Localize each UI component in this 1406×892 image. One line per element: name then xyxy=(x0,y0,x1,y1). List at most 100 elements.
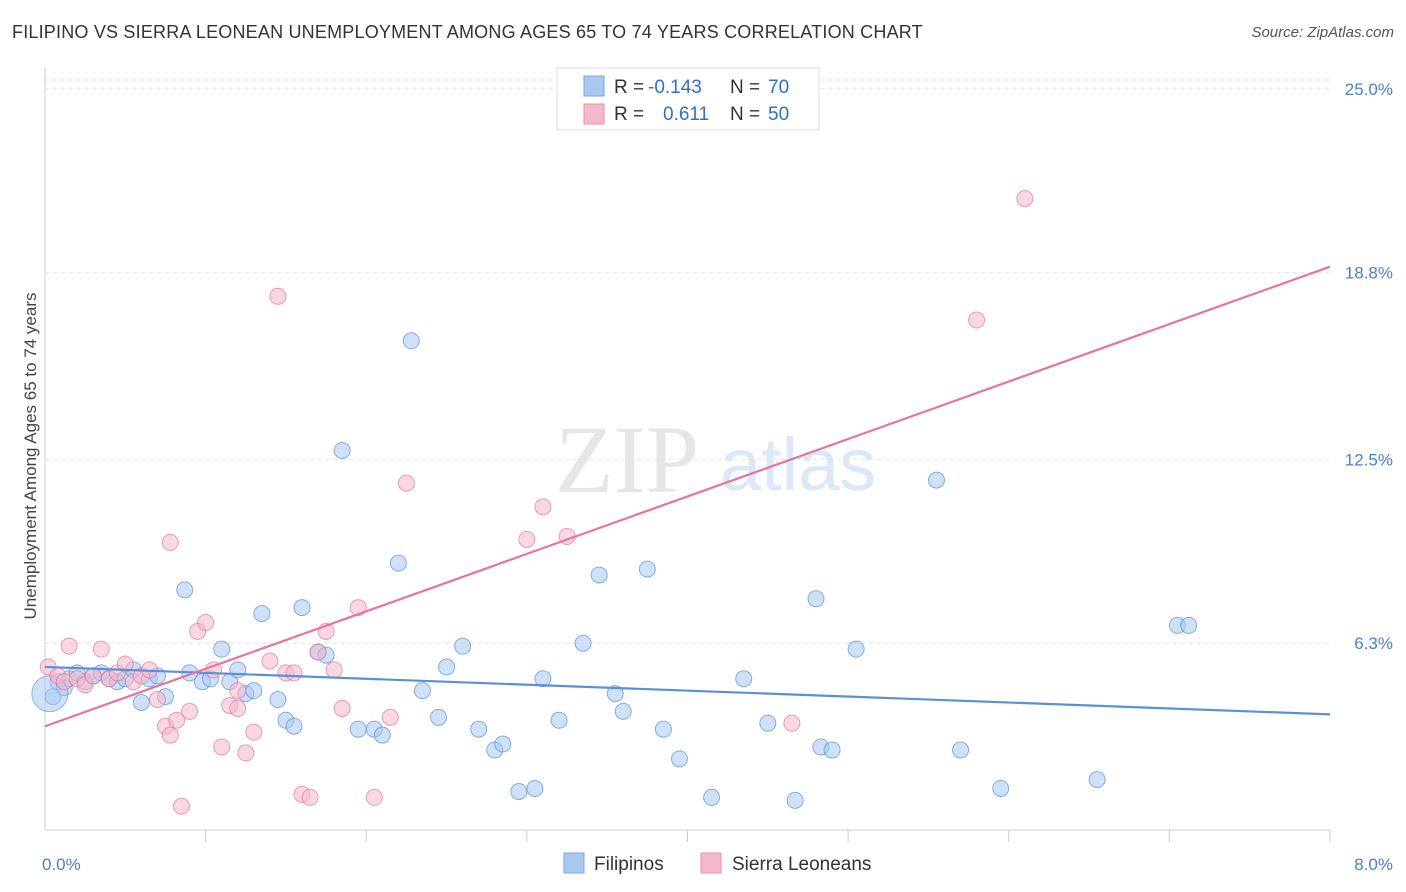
data-point xyxy=(518,530,536,548)
data-point xyxy=(413,682,431,700)
data-point xyxy=(325,661,343,679)
bottom-legend-swatch-filipinos xyxy=(563,852,585,874)
y-tick-label: 18.8% xyxy=(1345,264,1393,283)
bottom-legend-label-sierra-leoneans: Sierra Leoneans xyxy=(732,854,871,875)
data-point xyxy=(606,685,624,703)
data-point xyxy=(534,498,552,516)
data-point xyxy=(116,655,134,673)
y-axis-label: Unemployment Among Ages 65 to 74 years xyxy=(21,293,40,620)
data-point xyxy=(373,726,391,744)
data-point xyxy=(365,788,383,806)
bottom-legend-swatch-sierra-leoneans xyxy=(700,852,722,874)
data-point xyxy=(285,664,303,682)
legend-r-label-2: R = xyxy=(614,104,644,125)
data-point xyxy=(333,441,351,459)
data-point xyxy=(245,723,263,741)
data-point xyxy=(60,637,78,655)
series-filipinos xyxy=(31,332,1198,809)
data-point xyxy=(161,726,179,744)
data-point xyxy=(132,694,150,712)
watermark-zip: ZIP xyxy=(555,406,699,513)
data-point xyxy=(229,661,247,679)
series-sierra-leoneans xyxy=(39,189,1034,815)
data-point xyxy=(927,471,945,489)
legend-n-label-1: N = xyxy=(730,77,760,98)
data-point xyxy=(253,605,271,623)
data-point xyxy=(176,581,194,599)
series-legend: Filipinos Sierra Leoneans xyxy=(563,852,871,875)
data-point xyxy=(952,741,970,759)
data-point xyxy=(84,667,102,685)
data-point xyxy=(349,720,367,738)
trend-line xyxy=(44,665,1331,716)
y-tick-label: 25.0% xyxy=(1345,80,1393,99)
data-point xyxy=(526,779,544,797)
chart-title: FILIPINO VS SIERRA LEONEAN UNEMPLOYMENT … xyxy=(12,22,923,42)
bottom-legend-label-filipinos: Filipinos xyxy=(594,854,664,875)
data-point xyxy=(197,613,215,631)
data-point xyxy=(381,708,399,726)
data-point xyxy=(823,741,841,759)
data-point xyxy=(173,797,191,815)
data-point xyxy=(402,332,420,350)
data-point xyxy=(269,287,287,305)
data-point xyxy=(807,590,825,608)
correlation-legend: R = -0.143 N = 70 R = 0.611 N = 50 xyxy=(556,67,820,131)
data-point xyxy=(148,691,166,709)
data-point xyxy=(550,711,568,729)
data-point xyxy=(213,640,231,658)
data-point xyxy=(735,670,753,688)
data-point xyxy=(614,702,632,720)
legend-swatch-filipinos xyxy=(583,75,605,97)
data-point xyxy=(783,714,801,732)
data-point xyxy=(510,782,528,800)
legend-r-label-1: R = xyxy=(614,77,644,98)
data-point xyxy=(261,652,279,670)
data-point xyxy=(213,738,231,756)
data-point xyxy=(786,791,804,809)
data-point xyxy=(293,599,311,617)
data-point xyxy=(269,691,287,709)
x-ticks xyxy=(205,830,1331,842)
data-point xyxy=(161,533,179,551)
data-point xyxy=(301,788,319,806)
data-point xyxy=(309,643,327,661)
data-point xyxy=(992,779,1010,797)
legend-n-value-1: 70 xyxy=(768,77,789,98)
data-point xyxy=(574,634,592,652)
data-point xyxy=(1016,189,1034,207)
legend-swatch-sierra-leoneans xyxy=(583,103,605,125)
data-point xyxy=(470,720,488,738)
data-point xyxy=(245,682,263,700)
trend-line xyxy=(44,265,1331,728)
data-point xyxy=(92,640,110,658)
data-point xyxy=(430,708,448,726)
y-tick-label: 6.3% xyxy=(1354,634,1393,653)
data-point xyxy=(1088,771,1106,789)
data-point xyxy=(534,670,552,688)
data-point xyxy=(454,637,472,655)
data-point xyxy=(590,566,608,584)
data-point xyxy=(638,560,656,578)
data-point xyxy=(229,682,247,700)
data-point xyxy=(494,735,512,753)
data-point xyxy=(237,744,255,762)
data-point xyxy=(968,311,986,329)
legend-r-value-1: -0.143 xyxy=(648,77,702,98)
source-label: Source: ZipAtlas.com xyxy=(1251,24,1394,41)
data-point xyxy=(285,717,303,735)
data-point xyxy=(1180,616,1198,634)
data-point xyxy=(333,699,351,717)
data-point xyxy=(168,711,186,729)
data-point xyxy=(397,474,415,492)
data-point xyxy=(229,699,247,717)
data-point xyxy=(438,658,456,676)
data-point xyxy=(847,640,865,658)
x-tick-label-max: 8.0% xyxy=(1354,855,1393,874)
data-point xyxy=(703,788,721,806)
data-point xyxy=(759,714,777,732)
gridlines xyxy=(45,79,1330,644)
data-point xyxy=(654,720,672,738)
data-point xyxy=(181,702,199,720)
